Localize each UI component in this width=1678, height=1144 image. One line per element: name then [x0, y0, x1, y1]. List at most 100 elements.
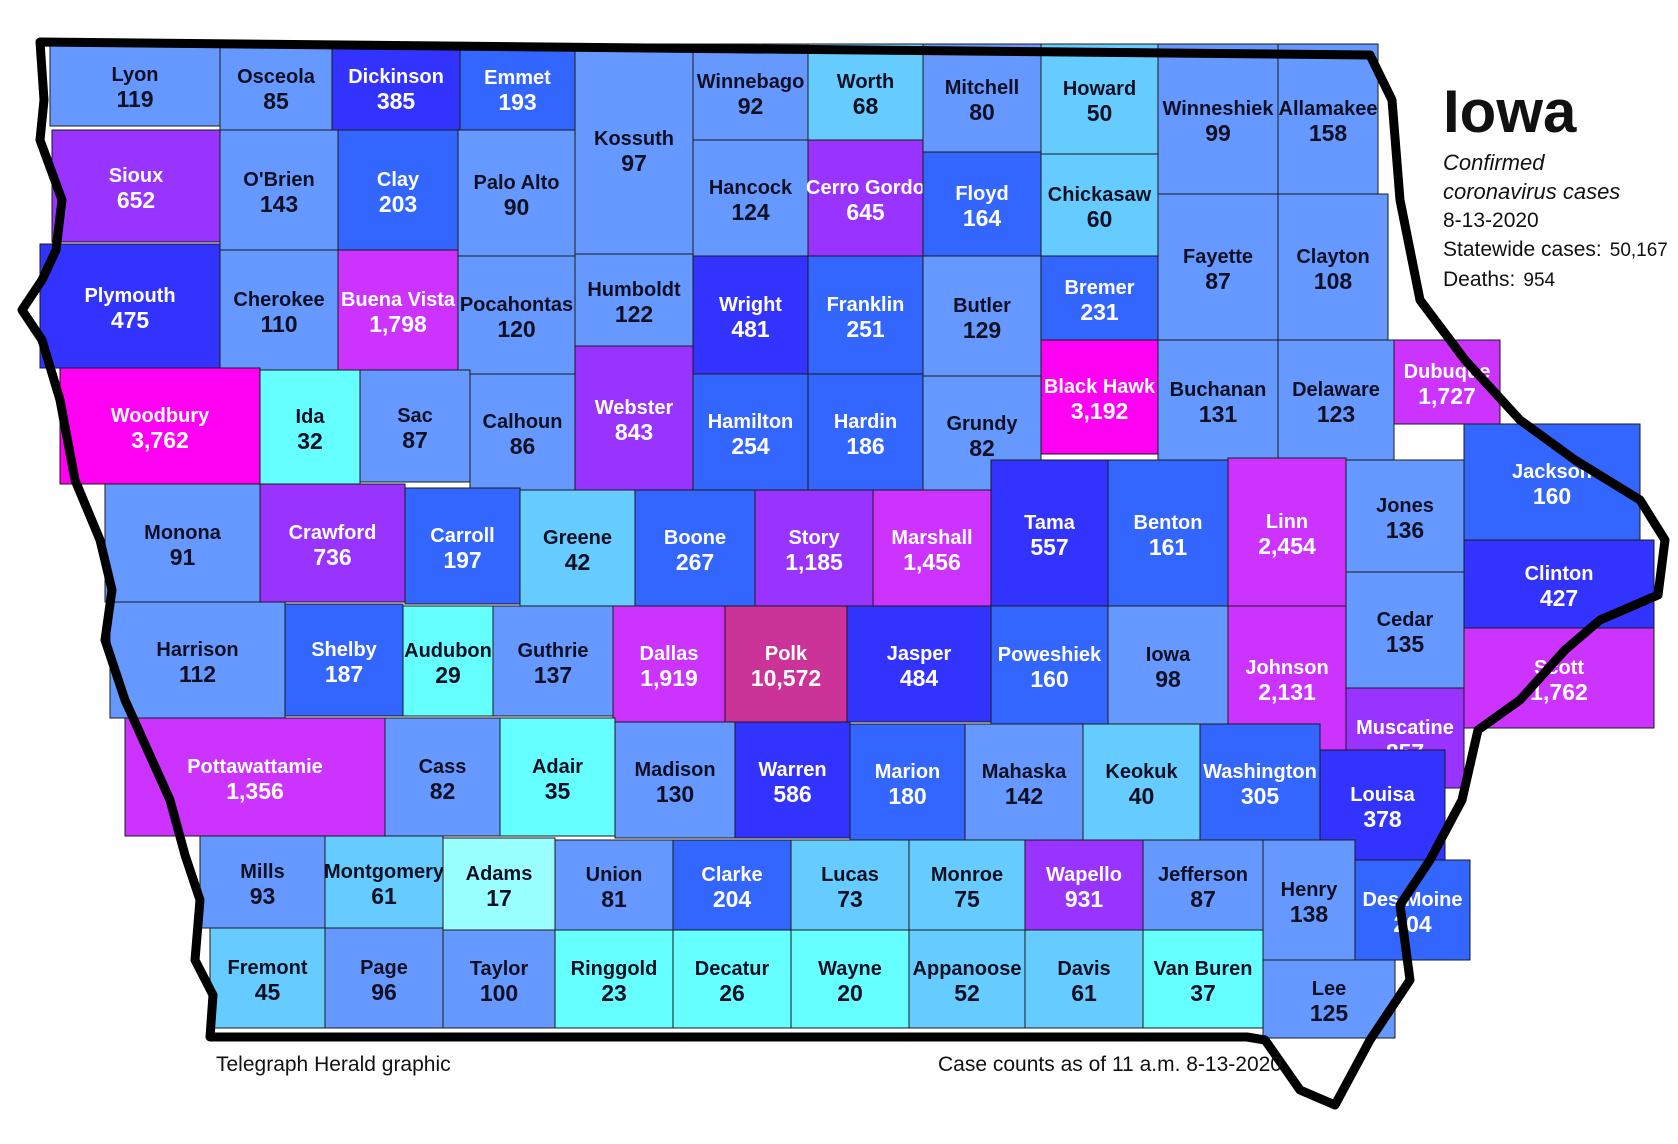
- county-name-clinton: Clinton: [1525, 563, 1594, 585]
- county-name-taylor: Taylor: [470, 958, 529, 980]
- county-cases-linn: 2,454: [1258, 533, 1316, 559]
- county-name-harrison: Harrison: [156, 639, 238, 661]
- county-cases-benton: 161: [1149, 534, 1188, 560]
- county-name-allamakee: Allamakee: [1279, 98, 1378, 120]
- county-cases-polk: 10,572: [751, 665, 821, 691]
- county-shape-cherokee: [219, 249, 339, 371]
- asof-value: 11 a.m. 8-13-2020: [1111, 1053, 1282, 1076]
- county-name-tama: Tama: [1024, 512, 1076, 534]
- county-name-fremont: Fremont: [228, 957, 308, 979]
- county-name-pottawattamie: Pottawattamie: [187, 756, 323, 778]
- county-shape-buchanan: [1157, 339, 1279, 461]
- county-shape-page: [324, 927, 444, 1029]
- asof-label: Case counts as of: [938, 1053, 1107, 1076]
- county-name-mills: Mills: [240, 861, 284, 883]
- county-cases-marion: 180: [888, 783, 926, 809]
- county-name-sioux: Sioux: [109, 165, 163, 187]
- county-name-jasper: Jasper: [887, 643, 952, 665]
- county-name-sac: Sac: [397, 405, 433, 427]
- county-name-clarke: Clarke: [701, 864, 762, 886]
- county-cases-pottawattamie: 1,356: [226, 778, 284, 804]
- county-name-cerro-gordo: Cerro Gordo: [806, 177, 925, 199]
- county-name-adair: Adair: [532, 756, 583, 778]
- county-name-lee: Lee: [1312, 978, 1346, 1000]
- county-cases-washington: 305: [1241, 783, 1280, 809]
- county-name-boone: Boone: [664, 527, 726, 549]
- statewide-cases-row: Statewide cases: 50,167: [1443, 235, 1668, 265]
- county-shape-plymouth: [39, 243, 221, 369]
- county-name-madison: Madison: [634, 759, 715, 781]
- county-cases-van-buren: 37: [1190, 980, 1216, 1006]
- county-cases-calhoun: 86: [510, 433, 536, 459]
- county-name-howard: Howard: [1063, 78, 1136, 100]
- county-cases-dubuque: 1,727: [1418, 383, 1476, 409]
- county-cases-keokuk: 40: [1129, 783, 1155, 809]
- county-shape-jones: [1345, 459, 1465, 573]
- county-name-montgomery: Montgomery: [324, 861, 445, 883]
- county-cases-clarke: 204: [713, 886, 752, 912]
- county-name-clay: Clay: [377, 169, 420, 191]
- county-shape-mitchell: [922, 43, 1042, 153]
- county-name-jones: Jones: [1376, 495, 1434, 517]
- county-shape-buena-vista: [337, 249, 459, 371]
- county-cases-hamilton: 254: [731, 433, 770, 459]
- county-cases-cerro-gordo: 645: [846, 199, 885, 225]
- county-cases-ringgold: 23: [601, 980, 627, 1006]
- county-shape-monona: [104, 483, 261, 603]
- state-outline: [17, 37, 1670, 1110]
- county-cases-winneshiek: 99: [1205, 120, 1231, 146]
- county-name-carroll: Carroll: [430, 525, 494, 547]
- county-cases-cedar: 135: [1386, 631, 1425, 657]
- county-cases-shelby: 187: [325, 661, 363, 687]
- county-cases-worth: 68: [853, 93, 879, 119]
- county-cases-buena-vista: 1,798: [369, 311, 427, 337]
- county-cases-clayton: 108: [1314, 268, 1353, 294]
- deaths-label: Deaths:: [1443, 268, 1516, 291]
- county-name-poweshiek: Poweshiek: [998, 644, 1102, 666]
- county-cases-franklin: 251: [846, 316, 885, 342]
- county-cases-winnebago: 92: [738, 93, 764, 119]
- county-shape-harrison: [109, 601, 286, 719]
- county-name-dickinson: Dickinson: [348, 66, 444, 88]
- county-cases-mitchell: 80: [969, 99, 995, 125]
- county-cases-monona: 91: [170, 544, 196, 570]
- county-name-keokuk: Keokuk: [1105, 761, 1178, 783]
- county-cases-howard: 50: [1087, 100, 1113, 126]
- county-shape-benton: [1107, 459, 1229, 607]
- county-cases-clay: 203: [379, 191, 417, 217]
- county-name-wright: Wright: [719, 294, 782, 316]
- county-cases-lee: 125: [1310, 1000, 1349, 1026]
- county-name-marshall: Marshall: [891, 527, 972, 549]
- county-name-greene: Greene: [543, 527, 612, 549]
- county-cases-o-brien: 143: [260, 191, 298, 217]
- county-name-warren: Warren: [758, 759, 826, 781]
- county-cases-clinton: 427: [1540, 585, 1578, 611]
- county-name-mahaska: Mahaska: [982, 761, 1067, 783]
- county-cases-jackson: 160: [1533, 483, 1571, 509]
- county-shape-palo-alto: [457, 129, 576, 257]
- county-shape-washington: [1199, 723, 1321, 841]
- asof-note: Case counts as of 11 a.m. 8-13-2020: [938, 1053, 1282, 1077]
- county-shape-howard: [1040, 43, 1159, 155]
- county-cases-webster: 843: [615, 419, 653, 445]
- county-cases-woodbury: 3,762: [131, 427, 189, 453]
- county-name-appanoose: Appanoose: [913, 958, 1022, 980]
